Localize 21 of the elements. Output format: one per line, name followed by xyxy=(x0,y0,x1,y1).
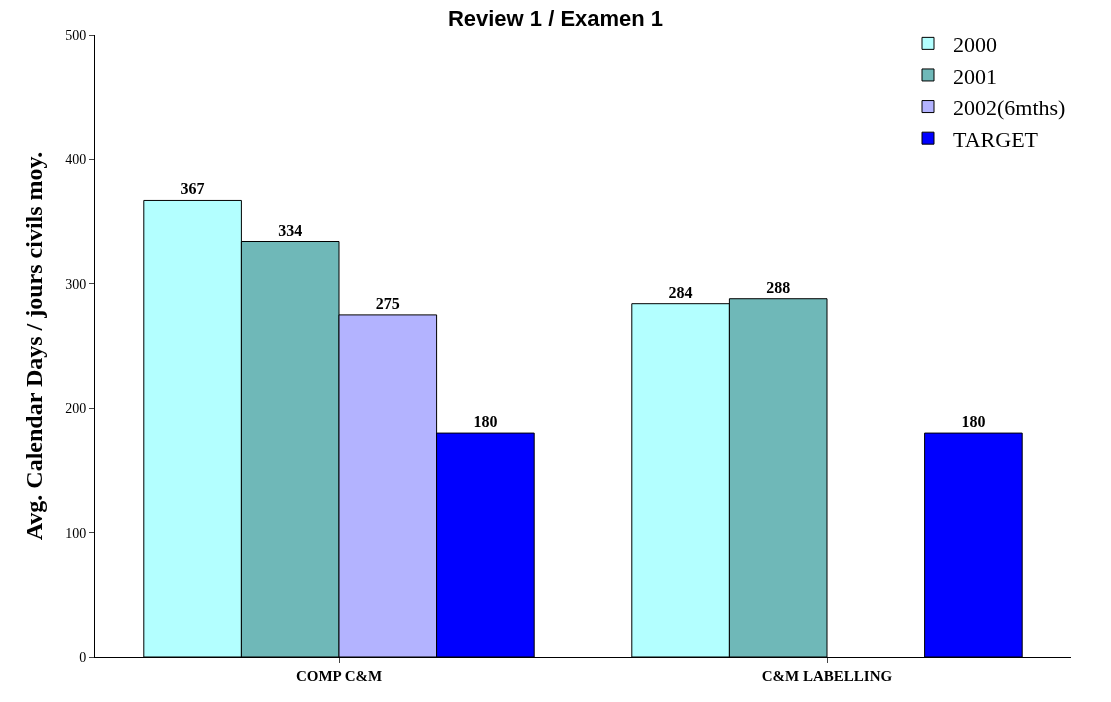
x-tick-label: COMP C&M xyxy=(295,668,383,684)
y-tick-label: 100 xyxy=(65,525,87,541)
y-tick-label: 0 xyxy=(79,649,87,665)
x-tick-label: C&M LABELLING xyxy=(761,668,893,684)
data-label: 367 xyxy=(180,180,205,198)
y-tick-label: 400 xyxy=(65,152,87,168)
legend-label: 2000 xyxy=(953,31,997,57)
y-tick-label: 300 xyxy=(65,276,87,292)
data-label: 284 xyxy=(668,283,693,301)
data-label: 288 xyxy=(766,278,791,296)
data-label: 334 xyxy=(278,221,303,239)
legend-label: TARGET xyxy=(953,126,1039,152)
y-axis-title: Avg. Calendar Days / jours civils moy. xyxy=(21,151,48,541)
y-tick-label: 200 xyxy=(65,401,87,417)
data-label: 275 xyxy=(375,294,400,312)
y-tick-label: 500 xyxy=(65,27,87,43)
data-label: 180 xyxy=(961,413,986,431)
legend-label: 2001 xyxy=(953,63,997,89)
data-label: 180 xyxy=(473,413,498,431)
chart-title: Review 1 / Examen 1 xyxy=(447,5,664,31)
legend-label: 2002(6mths) xyxy=(953,95,1066,121)
